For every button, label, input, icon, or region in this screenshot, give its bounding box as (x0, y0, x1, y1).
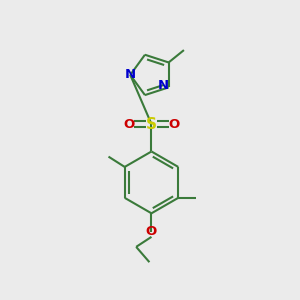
Text: S: S (146, 117, 157, 132)
Text: O: O (169, 118, 180, 130)
Text: N: N (158, 80, 169, 92)
Text: O: O (123, 118, 134, 130)
Text: O: O (146, 225, 157, 238)
Text: N: N (125, 68, 136, 81)
